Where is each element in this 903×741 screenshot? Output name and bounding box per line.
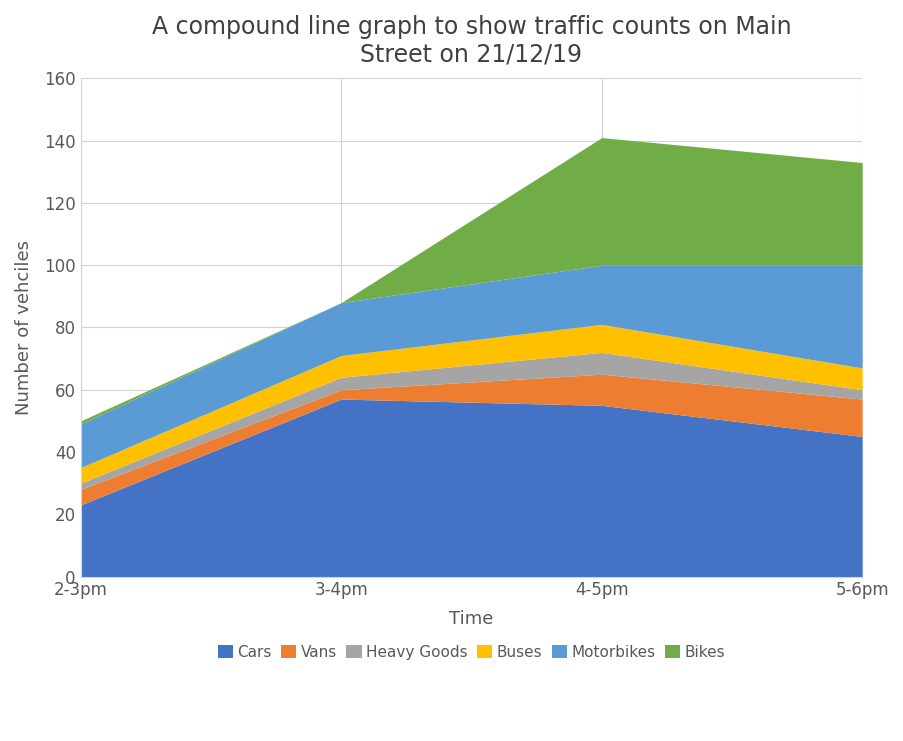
Y-axis label: Nu​mber of vehciles: Nu​mber of vehciles [15,240,33,415]
Title: A compound line graph to show traffic counts on Main
Street on 21/12/19: A compound line graph to show traffic co… [152,15,790,67]
X-axis label: Time: Time [449,611,493,628]
Legend: Cars, Vans, Heavy Goods, Buses, Motorbikes, Bikes: Cars, Vans, Heavy Goods, Buses, Motorbik… [211,639,731,666]
